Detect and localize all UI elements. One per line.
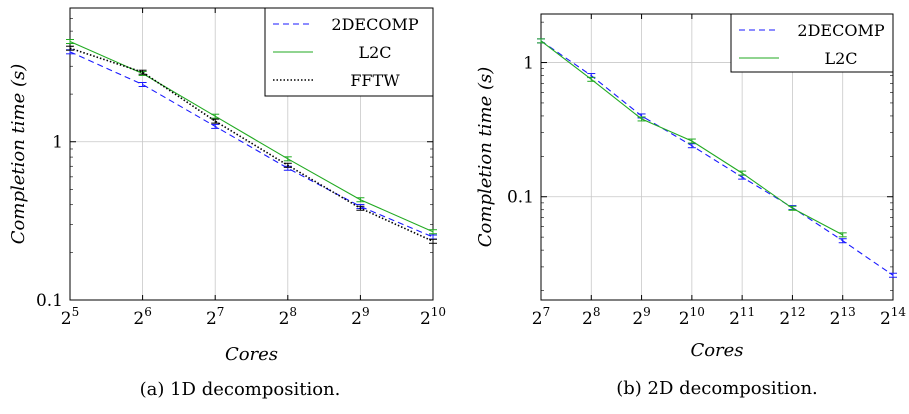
- series-line-2decomp: [69, 51, 434, 238]
- x-tick-label: 26: [133, 305, 151, 329]
- legend-label-2decomp: 2DECOMP: [331, 15, 418, 34]
- x-tick-label: 29: [351, 305, 369, 329]
- x-tick-label: 211: [729, 305, 755, 329]
- y-axis-label: Completion time (s): [475, 67, 496, 247]
- legend: 2DECOMP L2C FFTW: [264, 7, 434, 97]
- y-tick-label: 1: [523, 54, 534, 74]
- figure-caption: (a) 1D decomposition.: [140, 379, 341, 400]
- x-tick-label: 27: [206, 305, 224, 329]
- x-tick-label: 212: [779, 305, 805, 329]
- x-tick-label: 210: [679, 305, 705, 329]
- x-tick-label: 28: [279, 305, 297, 329]
- y-tick-label: 0.1: [36, 291, 63, 311]
- legend-label-2decomp: 2DECOMP: [797, 21, 884, 40]
- x-tick-label: 210: [420, 305, 446, 329]
- chart-panel-b: 27 28 29 210 211 212 213 214 0.1 1 2DECOMP L2C Cores…: [475, 13, 906, 399]
- legend-label-l2c: L2C: [824, 49, 857, 68]
- series-line-2decomp: [540, 40, 894, 276]
- legend-label-l2c: L2C: [358, 43, 391, 62]
- series-line-fftw: [69, 47, 434, 243]
- chart-panel-a: 25 26 27 28 29 210 0.1 1 2DECOMP L2C FFTW Cores Comp…: [8, 7, 446, 400]
- y-tick-label: 1: [52, 133, 63, 153]
- y-axis-label: Completion time (s): [8, 64, 29, 244]
- figure-caption: (b) 2D decomposition.: [616, 378, 818, 399]
- legend: 2DECOMP L2C: [730, 13, 894, 73]
- legend-label-fftw: FFTW: [350, 71, 400, 90]
- x-tick-label: 213: [830, 305, 856, 329]
- plot-frame: [540, 13, 894, 301]
- x-axis-label: Cores: [690, 340, 743, 361]
- y-tick-label: 0.1: [507, 188, 534, 208]
- x-tick-label: 25: [61, 305, 79, 329]
- x-axis-label: Cores: [225, 344, 278, 365]
- legend-box: [730, 13, 894, 73]
- x-tick-label: 214: [880, 305, 906, 329]
- x-tick-label: 29: [632, 305, 650, 329]
- x-tick-label: 27: [532, 305, 550, 329]
- x-tick-label: 28: [582, 305, 600, 329]
- plot-frame: [69, 7, 434, 301]
